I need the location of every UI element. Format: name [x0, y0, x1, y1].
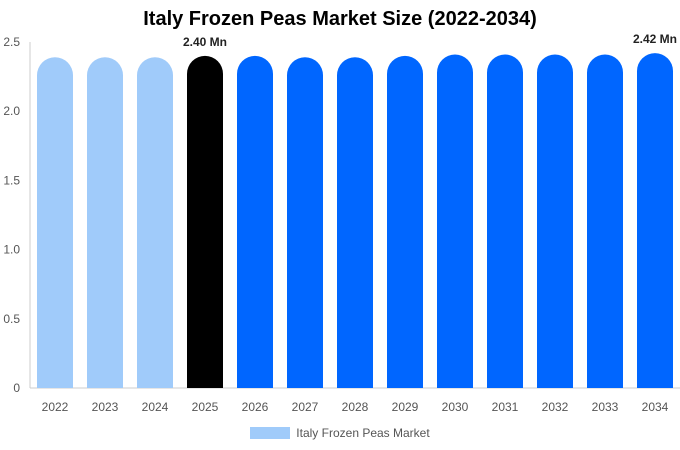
bar-2024	[137, 57, 173, 388]
y-tick-label: 2.0	[3, 104, 20, 118]
bar-2026	[237, 55, 273, 388]
y-tick-label: 2.5	[3, 35, 20, 49]
bar-2027	[287, 57, 323, 388]
chart-labels: 2.40 Mn 2.42 Mn	[183, 32, 677, 49]
x-tick-label: 2032	[542, 400, 569, 414]
x-tick-label: 2031	[492, 400, 519, 414]
data-label-2025: 2.40 Mn	[183, 35, 227, 49]
legend-label: Italy Frozen Peas Market	[296, 426, 430, 440]
x-tick-label: 2024	[142, 400, 169, 414]
x-tick-label: 2022	[42, 400, 69, 414]
y-tick-label: 0	[13, 381, 20, 395]
x-tick-label: 2026	[242, 400, 269, 414]
chart-title: Italy Frozen Peas Market Size (2022-2034…	[143, 8, 537, 30]
bar-2031	[487, 54, 523, 389]
chart-bars	[37, 53, 673, 389]
x-tick-label: 2025	[192, 400, 219, 414]
bar-2028	[337, 57, 373, 388]
x-tick-label: 2034	[642, 400, 669, 414]
bar-2025	[187, 55, 223, 388]
y-tick-label: 0.5	[3, 312, 20, 326]
x-tick-label: 2030	[442, 400, 469, 414]
chart-axes: 0 0.5 1.0 1.5 2.0 2.5 2022 2023 2024 2025 2026 2027…	[3, 35, 680, 414]
x-tick-label: 2033	[592, 400, 619, 414]
bar-2029	[387, 55, 423, 388]
bar-2032	[537, 54, 573, 389]
bar-2022	[37, 57, 73, 388]
y-tick-label: 1.5	[3, 173, 20, 187]
data-label-2034: 2.42 Mn	[633, 32, 677, 46]
x-tick-label: 2023	[92, 400, 119, 414]
bar-2030	[437, 54, 473, 389]
y-tick-label: 1.0	[3, 243, 20, 257]
x-tick-label: 2028	[342, 400, 369, 414]
x-tick-label: 2027	[292, 400, 319, 414]
bar-2023	[87, 57, 123, 388]
chart-legend[interactable]: Italy Frozen Peas Market	[0, 426, 680, 440]
bar-2034	[637, 53, 673, 389]
legend-swatch	[250, 427, 291, 439]
x-tick-label: 2029	[392, 400, 419, 414]
bar-2033	[587, 54, 623, 389]
